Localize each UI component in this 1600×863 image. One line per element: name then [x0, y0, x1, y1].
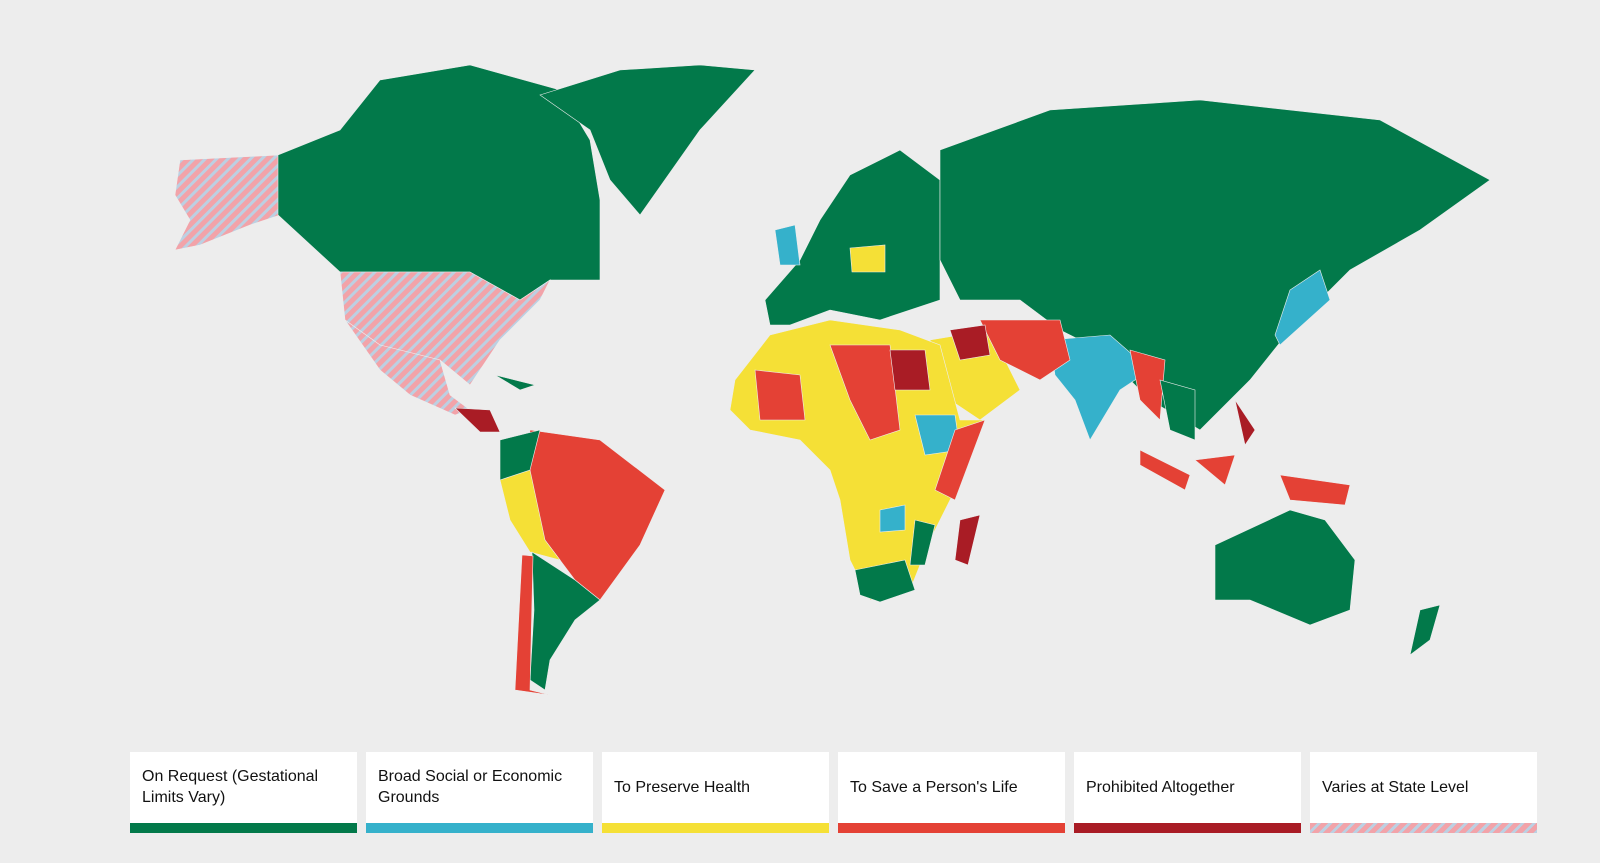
thailand	[1159, 379, 1196, 441]
southern-cone	[529, 551, 601, 691]
legend-item[interactable]: To Preserve Health	[602, 752, 829, 833]
southern-africa	[854, 559, 916, 603]
australia	[1214, 509, 1356, 626]
uk	[774, 224, 801, 266]
india	[1049, 334, 1151, 441]
horn	[934, 419, 986, 501]
iran	[979, 319, 1071, 381]
russia-asia	[939, 99, 1491, 431]
zambia	[879, 504, 906, 533]
legend: On Request (Gestational Limits Vary) Broa…	[130, 752, 1537, 833]
legend-swatch	[130, 823, 357, 833]
mozambique	[909, 519, 936, 566]
legend-label: Prohibited Altogether	[1086, 778, 1235, 796]
legend-label: Broad Social or Economic Grounds	[378, 768, 563, 806]
legend-label: Varies at State Level	[1322, 778, 1469, 796]
legend-label: To Save a Person's Life	[850, 778, 1018, 796]
greenland	[539, 64, 756, 216]
new-zealand	[1409, 604, 1441, 656]
madagascar	[954, 514, 981, 566]
legend-swatch	[602, 823, 829, 833]
legend-swatch	[838, 823, 1065, 833]
legend-label: To Preserve Health	[614, 778, 751, 796]
legend-swatch	[366, 823, 593, 833]
iraq	[949, 324, 991, 361]
colombia	[499, 429, 541, 481]
legend-item[interactable]: Broad Social or Economic Grounds	[366, 752, 593, 833]
cuba	[494, 374, 537, 391]
philippines	[1234, 399, 1256, 446]
new-guinea	[1279, 474, 1351, 506]
myanmar	[1129, 349, 1166, 421]
sahel-east	[829, 344, 901, 441]
legend-swatch	[1074, 823, 1301, 833]
legend-item[interactable]: Varies at State Level	[1310, 752, 1537, 833]
japan	[1274, 269, 1331, 346]
chile	[514, 554, 551, 696]
alaska	[174, 154, 281, 251]
sumatra	[1139, 449, 1191, 491]
legend-item[interactable]: On Request (Gestational Limits Vary)	[130, 752, 357, 833]
central-america	[454, 407, 501, 433]
west-africa	[754, 369, 806, 421]
legend-item[interactable]: To Save a Person's Life	[838, 752, 1065, 833]
legend-swatch	[1310, 823, 1537, 833]
poland	[849, 244, 886, 273]
world-map	[174, 64, 1491, 696]
legend-label: On Request (Gestational Limits Vary)	[142, 768, 319, 806]
borneo	[1194, 454, 1236, 486]
legend-item[interactable]: Prohibited Altogether	[1074, 752, 1301, 833]
egypt	[889, 349, 931, 391]
